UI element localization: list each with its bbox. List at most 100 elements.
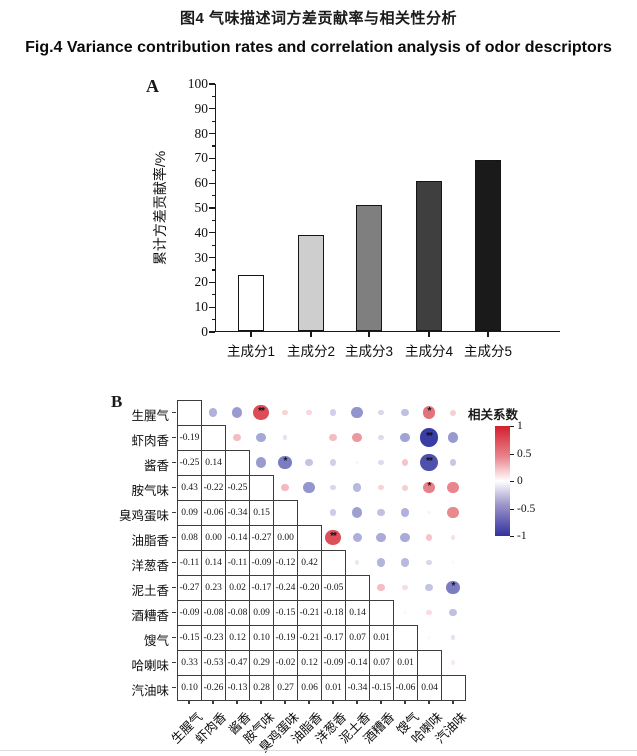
corr-circle	[449, 459, 457, 466]
corr-value-cell: 0.01	[393, 650, 418, 676]
y-axis-minor-tick	[212, 294, 215, 296]
diagonal-cell	[273, 500, 298, 526]
row-label-泥土香: 泥土香	[131, 583, 169, 598]
corr-value-cell: 0.09	[177, 500, 202, 526]
colorbar-tick	[510, 481, 514, 483]
colorbar-tick	[510, 453, 514, 455]
column-axis-tick	[260, 700, 262, 704]
column-axis-tick	[428, 700, 430, 704]
colorbar-tick	[510, 536, 514, 538]
corr-value-cell: 0.01	[369, 625, 394, 651]
corr-circle	[378, 484, 384, 491]
y-axis-minor-tick	[212, 219, 215, 222]
corr-value-cell: -0.27	[249, 525, 274, 551]
corr-circle	[402, 584, 408, 591]
corr-circle	[376, 532, 386, 543]
diagonal-cell	[393, 625, 418, 651]
corr-circle	[450, 660, 456, 665]
corr-circle	[450, 409, 456, 416]
corr-circle	[378, 409, 384, 416]
corr-value-cell: -0.12	[273, 550, 298, 576]
row-axis-tick	[172, 636, 176, 639]
y-axis-tick-label: 70	[194, 150, 209, 166]
corr-value-cell: 0.14	[201, 450, 226, 476]
y-axis-minor-tick	[212, 244, 215, 246]
y-axis-minor-tick	[212, 194, 215, 197]
corr-circle	[425, 534, 433, 541]
corr-circle: *	[423, 481, 435, 494]
row-label-馊气: 馊气	[143, 633, 169, 648]
y-axis-major-tick	[209, 108, 215, 110]
corr-value-cell: -0.53	[201, 650, 226, 676]
corr-circle: **	[419, 428, 439, 447]
corr-value-cell: 0.14	[201, 550, 226, 576]
bar-主成分1	[238, 275, 264, 331]
y-axis-tick-label: 100	[187, 76, 208, 91]
x-axis-category-label: 主成分1	[226, 344, 275, 359]
diagonal-cell	[297, 525, 322, 551]
colorbar-tick-label: -0.5	[517, 502, 536, 515]
corr-circle	[281, 483, 289, 492]
y-axis-tick-label: 20	[194, 274, 209, 290]
y-axis-major-tick	[209, 306, 215, 308]
legend-title: 相关系数	[468, 408, 519, 422]
corr-circle	[352, 533, 362, 542]
diagonal-cell	[225, 450, 250, 476]
corr-value-cell: 0.07	[369, 650, 394, 676]
corr-value-cell: -0.14	[225, 525, 250, 551]
corr-value-cell: -0.06	[393, 675, 418, 701]
corr-value-cell: 0.14	[345, 600, 370, 626]
corr-circle	[378, 434, 384, 441]
colorbar-tick	[510, 426, 514, 428]
column-axis-tick	[284, 700, 286, 704]
corr-value-cell: -0.21	[297, 625, 322, 651]
corr-value-cell: -0.05	[321, 575, 346, 601]
corr-value-cell: 0.12	[297, 650, 322, 676]
row-label-汽油味: 汽油味	[131, 683, 169, 698]
corr-circle	[378, 459, 384, 466]
corr-circle	[401, 408, 409, 417]
row-label-胺气味: 胺气味	[131, 483, 169, 498]
corr-value-cell: 0.01	[321, 675, 346, 701]
row-axis-tick	[172, 411, 176, 414]
corr-circle	[426, 609, 432, 616]
y-axis-major-tick	[209, 331, 215, 333]
corr-circle	[402, 484, 408, 491]
colorbar-gradient	[495, 426, 510, 536]
corr-circle	[354, 560, 360, 565]
corr-circle	[231, 407, 243, 418]
corr-circle	[376, 558, 386, 567]
y-axis-major-tick	[209, 281, 215, 284]
corr-value-cell: -0.26	[201, 675, 226, 701]
corr-circle	[400, 532, 410, 543]
corr-value-cell: -0.06	[201, 500, 226, 526]
column-axis-tick	[356, 700, 358, 704]
corr-value-cell: -0.08	[201, 600, 226, 626]
y-axis-minor-tick	[212, 318, 215, 321]
corr-value-cell: 0.06	[297, 675, 322, 701]
corr-circle	[377, 508, 385, 517]
y-axis-minor-tick	[212, 120, 215, 122]
y-axis-tick-label: 80	[194, 125, 209, 141]
corr-value-cell: -0.13	[225, 675, 250, 701]
corr-value-cell: 0.15	[249, 500, 274, 526]
corr-value-cell: -0.15	[273, 600, 298, 626]
y-axis-tick-label: 30	[194, 249, 209, 265]
corr-value-cell: 0.12	[225, 625, 250, 651]
corr-circle	[400, 508, 410, 517]
corr-value-cell: 0.04	[417, 675, 442, 701]
corr-value-cell: -0.19	[273, 625, 298, 651]
row-label-虾肉香: 虾肉香	[131, 433, 169, 448]
row-axis-tick	[172, 461, 176, 464]
corr-value-cell: -0.18	[321, 600, 346, 626]
corr-circle	[329, 459, 337, 466]
y-axis-minor-tick	[212, 95, 215, 98]
row-axis-tick	[172, 686, 176, 689]
row-axis-tick	[172, 661, 176, 664]
row-axis-tick	[172, 511, 176, 514]
y-axis-major-tick	[209, 132, 215, 135]
corr-circle	[330, 484, 336, 491]
corr-value-cell: 0.09	[249, 600, 274, 626]
panel-b-label: B	[111, 392, 123, 411]
corr-circle	[255, 457, 267, 468]
